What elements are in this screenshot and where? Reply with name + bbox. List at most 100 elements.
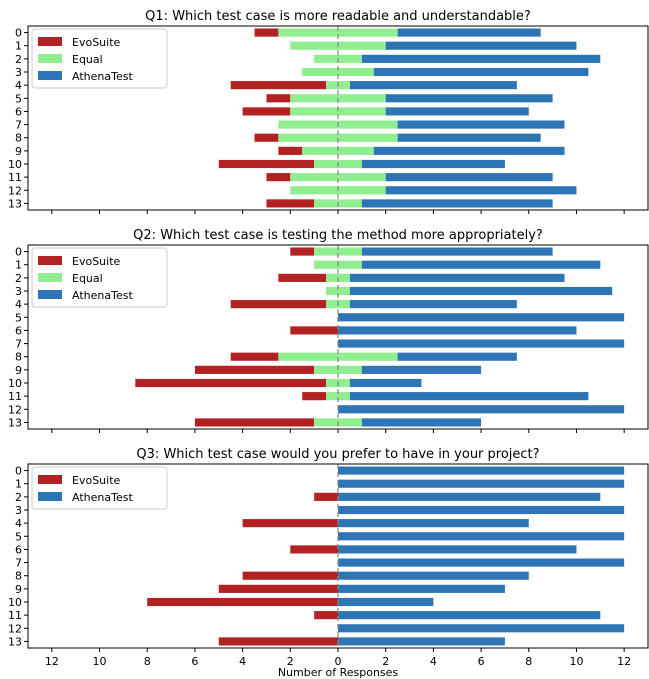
bar-athenatest xyxy=(338,637,505,646)
x-tick-label: 4 xyxy=(239,655,246,668)
bar-athenatest xyxy=(397,120,565,129)
y-tick-label: 8 xyxy=(15,132,22,145)
y-tick-label: 12 xyxy=(8,622,22,635)
bar-athenatest xyxy=(385,41,577,50)
y-tick-label: 2 xyxy=(15,272,22,285)
bar-evosuite xyxy=(218,637,338,646)
bar-athenatest xyxy=(361,365,482,374)
y-tick-label: 1 xyxy=(15,259,22,272)
legend-label: AthenaTest xyxy=(72,491,133,504)
bar-athenatest xyxy=(349,300,517,309)
legend-swatch xyxy=(38,54,62,63)
bar-athenatest xyxy=(385,173,553,182)
y-tick-label: 1 xyxy=(15,478,22,491)
bar-athenatest xyxy=(397,352,517,361)
bar-evosuite xyxy=(266,199,315,208)
bar-equal xyxy=(278,133,398,142)
x-axis-label: Number of Responses xyxy=(278,666,399,679)
bar-evosuite xyxy=(242,107,291,116)
legend-box xyxy=(31,466,168,510)
bar-evosuite xyxy=(230,81,327,90)
bar-athenatest xyxy=(338,558,625,567)
bar-athenatest xyxy=(338,505,625,515)
bar-evosuite xyxy=(278,273,327,282)
legend-label: EvoSuite xyxy=(72,255,121,268)
bar-athenatest xyxy=(385,186,577,195)
bar-evosuite xyxy=(290,247,315,256)
bar-athenatest xyxy=(338,611,601,620)
bar-athenatest xyxy=(338,405,625,414)
bar-athenatest xyxy=(349,378,422,388)
bar-equal xyxy=(278,352,398,361)
bar-athenatest xyxy=(338,545,577,554)
x-tick-label: 12 xyxy=(45,655,59,668)
bar-evosuite xyxy=(242,519,338,528)
y-tick-label: 7 xyxy=(15,557,22,570)
bar-athenatest xyxy=(338,479,625,488)
bar-athenatest xyxy=(361,54,601,63)
y-tick-label: 7 xyxy=(15,119,22,132)
x-tick-label: 10 xyxy=(93,655,107,668)
y-tick-label: 5 xyxy=(15,530,22,543)
bar-athenatest xyxy=(338,597,434,607)
bar-athenatest xyxy=(397,28,541,37)
y-tick-label: 13 xyxy=(8,635,22,648)
y-tick-label: 0 xyxy=(15,246,22,259)
y-tick-label: 2 xyxy=(15,53,22,66)
y-tick-label: 12 xyxy=(8,403,22,416)
x-tick-label: 6 xyxy=(478,655,485,668)
x-tick-label: 8 xyxy=(144,655,151,668)
bar-evosuite xyxy=(266,173,291,182)
x-tick-label: 4 xyxy=(430,655,437,668)
y-tick-label: 4 xyxy=(15,517,22,530)
legend-swatch xyxy=(38,273,62,282)
bar-athenatest xyxy=(349,392,589,401)
bar-equal xyxy=(326,392,350,401)
legend-swatch xyxy=(38,492,62,501)
bar-athenatest xyxy=(338,571,529,580)
bar-evosuite xyxy=(278,146,303,155)
legend-label: Equal xyxy=(72,272,103,285)
y-tick-label: 6 xyxy=(15,543,22,556)
x-tick-label: 8 xyxy=(525,655,532,668)
x-tick-label: 10 xyxy=(569,655,583,668)
bar-evosuite xyxy=(230,300,327,309)
legend-label: AthenaTest xyxy=(72,70,133,83)
x-tick-label: 6 xyxy=(191,655,198,668)
y-tick-label: 6 xyxy=(15,105,22,118)
y-tick-label: 10 xyxy=(8,158,22,171)
bar-athenatest xyxy=(349,286,613,296)
y-tick-label: 0 xyxy=(15,27,22,40)
y-tick-label: 13 xyxy=(8,197,22,210)
legend-swatch xyxy=(38,37,62,46)
legend-swatch xyxy=(38,475,62,484)
y-tick-label: 6 xyxy=(15,324,22,337)
y-tick-label: 13 xyxy=(8,416,22,429)
legend-swatch xyxy=(38,256,62,265)
bar-evosuite xyxy=(218,159,315,169)
bar-athenatest xyxy=(338,326,577,335)
bar-evosuite xyxy=(314,611,338,620)
bar-athenatest xyxy=(397,133,541,142)
bar-athenatest xyxy=(338,584,505,593)
bar-evosuite xyxy=(194,418,315,427)
chart-title-q3: Q3: Which test case would you prefer to … xyxy=(136,447,539,462)
y-tick-label: 9 xyxy=(15,583,22,596)
bar-athenatest xyxy=(349,81,517,90)
bar-evosuite xyxy=(266,94,291,103)
bar-athenatest xyxy=(338,466,625,475)
y-tick-label: 10 xyxy=(8,596,22,609)
legend-box xyxy=(31,28,168,89)
bar-equal xyxy=(326,286,350,296)
bar-evosuite xyxy=(135,378,327,388)
bar-athenatest xyxy=(361,247,553,256)
bar-athenatest xyxy=(385,107,529,116)
legend-label: EvoSuite xyxy=(72,36,121,49)
y-tick-label: 3 xyxy=(15,285,22,298)
y-tick-label: 11 xyxy=(8,609,22,622)
bar-athenatest xyxy=(338,624,625,633)
x-tick-label: 12 xyxy=(617,655,631,668)
bar-equal xyxy=(302,67,374,77)
bar-equal xyxy=(290,173,386,182)
